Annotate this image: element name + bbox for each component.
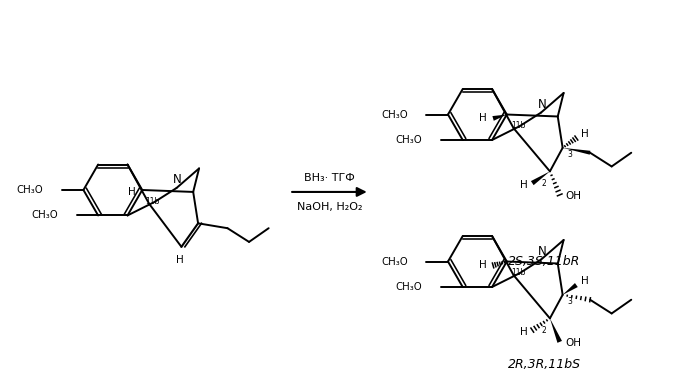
Polygon shape — [492, 115, 507, 121]
Text: H: H — [519, 180, 527, 190]
Text: BH₃· ТГФ: BH₃· ТГФ — [304, 173, 355, 183]
Text: 11b: 11b — [145, 197, 159, 206]
Polygon shape — [563, 283, 578, 295]
Text: 3: 3 — [568, 150, 572, 159]
Text: 2R,3R,11bS: 2R,3R,11bS — [507, 358, 581, 371]
Text: H: H — [175, 254, 183, 265]
Text: H: H — [128, 187, 136, 197]
Text: NaOH, H₂O₂: NaOH, H₂O₂ — [296, 201, 362, 212]
Text: 2S,3S,11bR: 2S,3S,11bR — [508, 255, 580, 268]
Text: CH₃O: CH₃O — [31, 211, 58, 220]
Text: 2: 2 — [541, 179, 546, 188]
Text: CH₃O: CH₃O — [381, 110, 408, 119]
Text: CH₃O: CH₃O — [381, 257, 408, 266]
Text: 11b: 11b — [511, 268, 525, 277]
Text: N: N — [173, 173, 182, 186]
Text: OH: OH — [565, 338, 582, 348]
Text: CH₃O: CH₃O — [17, 185, 43, 195]
Text: CH₃O: CH₃O — [396, 135, 422, 145]
Text: CH₃O: CH₃O — [396, 282, 422, 292]
Polygon shape — [531, 171, 550, 185]
Text: H: H — [582, 129, 589, 139]
Text: H: H — [582, 276, 589, 286]
Text: 2: 2 — [541, 326, 546, 335]
Text: H: H — [480, 113, 487, 124]
Text: 11b: 11b — [511, 121, 525, 130]
Text: H: H — [519, 327, 527, 337]
Text: N: N — [538, 98, 547, 111]
Text: OH: OH — [565, 191, 582, 201]
Polygon shape — [563, 148, 591, 155]
Text: N: N — [538, 245, 547, 257]
Text: H: H — [480, 260, 487, 270]
Polygon shape — [550, 318, 562, 343]
Text: 3: 3 — [568, 297, 572, 306]
